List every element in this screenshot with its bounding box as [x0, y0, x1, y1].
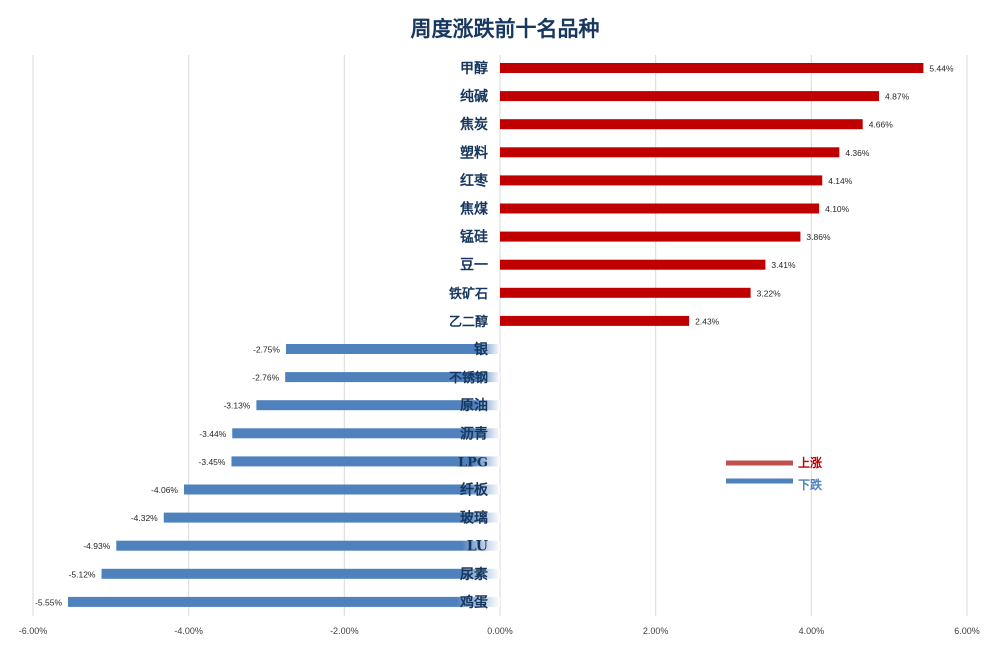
- value-label: 3.86%: [806, 232, 831, 242]
- category-label: 塑料: [460, 144, 488, 161]
- bar-up: [500, 91, 880, 102]
- bar-up: [500, 203, 820, 214]
- category-label: 锰硅: [460, 229, 488, 246]
- bar-down: [163, 512, 500, 523]
- value-label: -2.75%: [253, 345, 280, 355]
- category-label: 焦煤: [459, 201, 489, 218]
- category-label: 乙二醇: [449, 314, 488, 330]
- bar-down: [285, 372, 500, 383]
- bar-up: [500, 231, 801, 242]
- value-label: -4.06%: [151, 485, 178, 495]
- bar-up: [500, 63, 924, 73]
- bars: [68, 63, 924, 607]
- x-axis-tick-labels: -6.00% -4.00% -2.00% 0.00% 2.00% 4.00% 6.00%: [19, 626, 980, 636]
- category-label: 纤板: [460, 482, 489, 499]
- x-tick-label: -6.00%: [19, 626, 48, 636]
- x-tick-label: -2.00%: [330, 626, 359, 636]
- bar-up: [500, 119, 863, 130]
- value-label: -3.13%: [223, 401, 250, 411]
- value-label: 3.22%: [757, 288, 782, 298]
- category-label: LU: [467, 539, 488, 555]
- value-labels: 5.44% 4.87% 4.66% 4.36% 4.14% 4.10% 3.86% 3.41%…: [35, 64, 954, 608]
- value-label: 5.44%: [929, 64, 954, 74]
- value-label: -3.44%: [199, 429, 226, 439]
- x-tick-label: 2.00%: [643, 626, 669, 636]
- value-label: -2.76%: [252, 373, 279, 383]
- bar-up: [500, 175, 823, 186]
- category-label: 沥青: [460, 425, 488, 442]
- category-label: 银: [474, 341, 489, 358]
- category-label: 原油: [460, 397, 488, 414]
- bar-down: [231, 456, 500, 467]
- chart-title: 周度涨跌前十名品种: [411, 16, 600, 41]
- category-label: LPG: [458, 455, 488, 470]
- value-label: -5.55%: [35, 597, 62, 607]
- legend: 上涨 下跌: [726, 455, 823, 492]
- category-label: 不锈钢: [449, 370, 488, 386]
- gridlines: [32, 55, 968, 616]
- bar-down: [183, 484, 500, 495]
- category-label: 甲醇: [460, 60, 488, 77]
- value-label: 2.43%: [695, 316, 720, 326]
- value-label: 4.36%: [845, 148, 870, 158]
- category-label: 铁矿石: [448, 286, 488, 302]
- bar-down: [68, 596, 501, 607]
- x-tick-label: 0.00%: [487, 626, 513, 636]
- bar-down: [101, 568, 500, 579]
- value-label: 4.14%: [828, 176, 853, 186]
- bar-down: [232, 428, 500, 439]
- bar-up: [500, 287, 751, 298]
- legend-label-down: 下跌: [798, 477, 823, 492]
- value-label: -3.45%: [199, 457, 226, 467]
- value-label: 3.41%: [771, 260, 796, 270]
- legend-label-up: 上涨: [798, 455, 822, 470]
- bar-down: [256, 400, 500, 411]
- bar-up: [500, 147, 840, 158]
- category-label: 纯碱: [460, 88, 488, 105]
- x-tick-label: 6.00%: [954, 626, 980, 636]
- bar-down: [116, 540, 500, 551]
- value-label: 4.10%: [825, 204, 850, 214]
- bar-up: [500, 259, 766, 270]
- value-label: -5.12%: [69, 569, 96, 579]
- bar-up: [500, 315, 690, 326]
- category-label: 红枣: [460, 172, 489, 189]
- value-label: -4.32%: [131, 513, 158, 523]
- category-label: 尿素: [460, 566, 488, 583]
- category-label: 玻璃: [460, 510, 488, 527]
- value-label: 4.66%: [869, 120, 894, 130]
- value-label: -4.93%: [83, 541, 110, 551]
- bar-down: [285, 344, 500, 354]
- x-tick-label: 4.00%: [799, 626, 825, 636]
- category-label: 豆一: [460, 258, 488, 274]
- x-tick-label: -4.00%: [174, 626, 203, 636]
- category-label: 焦炭: [459, 116, 488, 133]
- value-label: 4.87%: [885, 92, 910, 102]
- category-label: 鸡蛋: [459, 594, 488, 611]
